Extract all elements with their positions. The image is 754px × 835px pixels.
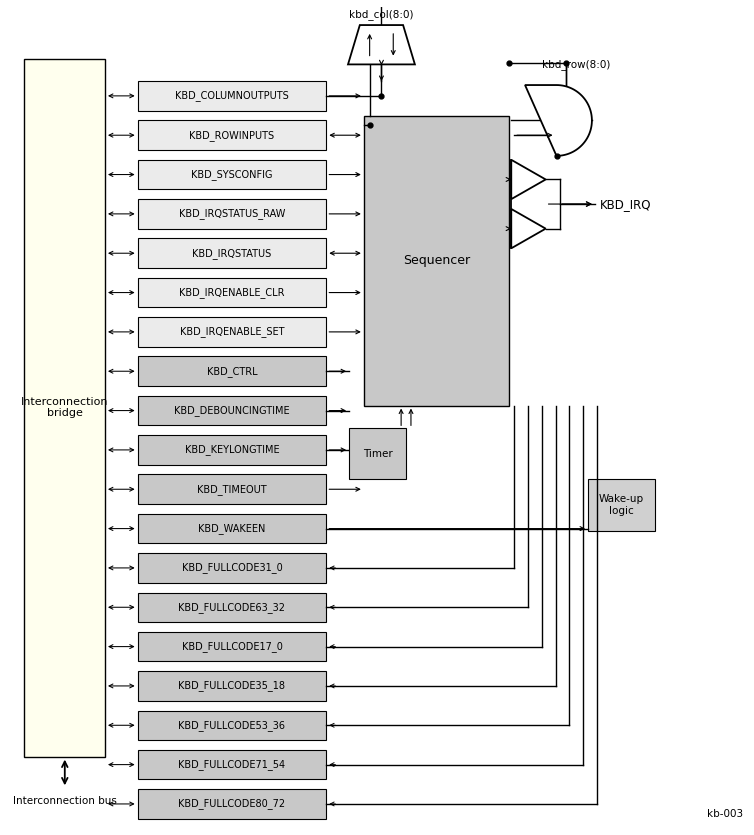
Text: KBD_DEBOUNCINGTIME: KBD_DEBOUNCINGTIME	[174, 405, 290, 416]
Bar	[137, 750, 326, 779]
Bar	[137, 396, 326, 425]
Text: KBD_ROWINPUTS: KBD_ROWINPUTS	[189, 129, 274, 140]
Text: KBD_COLUMNOUTPUTS: KBD_COLUMNOUTPUTS	[175, 90, 289, 101]
Text: KBD_IRQSTATUS: KBD_IRQSTATUS	[192, 248, 271, 259]
Text: Interconnection bus: Interconnection bus	[13, 796, 117, 806]
Text: KBD_TIMEOUT: KBD_TIMEOUT	[197, 483, 267, 494]
Text: KBD_FULLCODE63_32: KBD_FULLCODE63_32	[179, 602, 286, 613]
Polygon shape	[511, 159, 546, 199]
Text: KBD_IRQENABLE_SET: KBD_IRQENABLE_SET	[179, 326, 284, 337]
Text: Wake-up
logic: Wake-up logic	[599, 494, 644, 516]
Text: KBD_FULLCODE80_72: KBD_FULLCODE80_72	[179, 798, 286, 809]
Bar	[137, 593, 326, 622]
Bar	[363, 115, 509, 406]
Bar	[137, 711, 326, 740]
Bar	[137, 435, 326, 464]
Bar	[137, 514, 326, 544]
Bar	[137, 81, 326, 110]
Bar	[588, 479, 654, 530]
Text: KBD_IRQENABLE_CLR: KBD_IRQENABLE_CLR	[179, 287, 285, 298]
Text: kb-003: kb-003	[707, 809, 743, 818]
Bar	[24, 58, 105, 757]
Text: KBD_FULLCODE17_0: KBD_FULLCODE17_0	[182, 641, 283, 652]
Text: KBD_WAKEEN: KBD_WAKEEN	[198, 524, 265, 534]
Bar	[137, 159, 326, 190]
Text: KBD_SYSCONFIG: KBD_SYSCONFIG	[192, 170, 273, 180]
Bar	[137, 671, 326, 701]
Text: kbd_col(8:0): kbd_col(8:0)	[349, 9, 414, 20]
Text: Sequencer: Sequencer	[403, 254, 470, 267]
Bar	[137, 239, 326, 268]
Polygon shape	[348, 25, 415, 64]
Bar	[137, 120, 326, 150]
Text: KBD_IRQ: KBD_IRQ	[599, 198, 651, 210]
Text: KBD_FULLCODE31_0: KBD_FULLCODE31_0	[182, 563, 282, 574]
Text: KBD_FULLCODE53_36: KBD_FULLCODE53_36	[179, 720, 286, 731]
Bar	[349, 428, 406, 479]
Bar	[137, 632, 326, 661]
Text: KBD_FULLCODE71_54: KBD_FULLCODE71_54	[179, 759, 286, 770]
Bar	[137, 553, 326, 583]
Text: KBD_IRQSTATUS_RAW: KBD_IRQSTATUS_RAW	[179, 209, 285, 220]
Text: Timer: Timer	[363, 449, 392, 459]
Polygon shape	[511, 209, 546, 248]
Bar	[137, 789, 326, 818]
Text: KBD_CTRL: KBD_CTRL	[207, 366, 257, 377]
Text: Interconnection
bridge: Interconnection bridge	[21, 397, 109, 418]
Bar	[137, 357, 326, 386]
Text: KBD_FULLCODE35_18: KBD_FULLCODE35_18	[179, 681, 286, 691]
Polygon shape	[525, 85, 592, 156]
Text: KBD_KEYLONGTIME: KBD_KEYLONGTIME	[185, 444, 279, 455]
Bar	[137, 278, 326, 307]
Bar	[137, 317, 326, 347]
Text: kbd_row(8:0): kbd_row(8:0)	[542, 59, 610, 70]
Bar	[137, 474, 326, 504]
Bar	[137, 199, 326, 229]
